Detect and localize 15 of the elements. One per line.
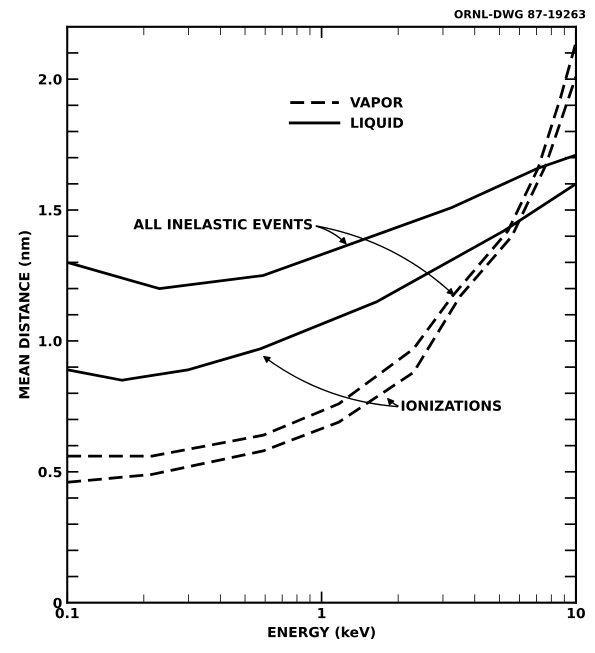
x-tick-label: 0.1	[56, 608, 79, 618]
x-tick-label: 10	[568, 608, 585, 618]
y-tick-label: 1.0	[39, 336, 62, 346]
y-axis-title: MEAN DISTANCE (nm)	[18, 231, 32, 398]
y-tick-label: 0	[53, 598, 62, 608]
annotation: IONIZATIONS	[402, 400, 502, 411]
x-axis-title: ENERGY (keV)	[268, 626, 375, 639]
y-tick-label: 1.5	[39, 205, 62, 216]
legend-label: LIQUID	[351, 118, 404, 130]
annotation: ALL INELASTIC EVENTS	[133, 219, 312, 230]
x-tick-label: 1	[318, 608, 326, 618]
text: ORNL-DWG 87-19263	[454, 10, 586, 18]
y-tick-label: 0.5	[38, 466, 62, 478]
legend-label: VAPOR	[350, 97, 403, 108]
y-tick-label: 2.0	[38, 74, 62, 85]
